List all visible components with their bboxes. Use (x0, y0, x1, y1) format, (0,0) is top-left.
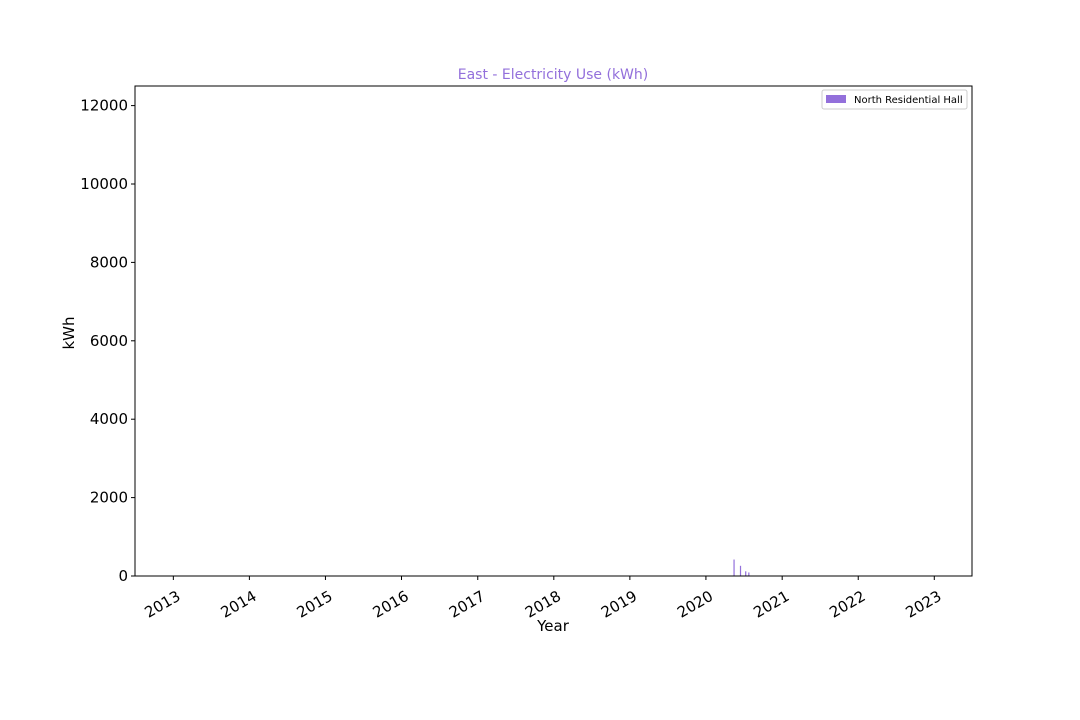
bar-0 (733, 559, 735, 576)
x-tick-label: 2021 (750, 587, 792, 622)
legend-swatch (826, 95, 846, 103)
y-tick-label: 2000 (90, 489, 128, 507)
x-axis: 2013 2014 2015 2016 2017 2018 2019 2020 2021 2022… (142, 576, 945, 622)
y-tick-label: 4000 (90, 410, 128, 428)
plot-frame (134, 85, 973, 577)
x-tick-label: 2023 (902, 587, 944, 622)
x-tick-label: 2016 (370, 587, 412, 622)
y-axis-label: kWh (60, 316, 78, 349)
bar-1 (739, 565, 742, 576)
y-tick-label: 10000 (80, 175, 128, 193)
bar-2 (745, 571, 747, 576)
legend: North Residential Hall (821, 89, 968, 110)
y-tick-label: 12000 (80, 97, 128, 115)
legend-label: North Residential Hall (854, 95, 963, 106)
x-tick-label: 2020 (674, 587, 716, 622)
x-tick-label: 2015 (294, 587, 336, 622)
x-axis-label: Year (536, 617, 570, 635)
y-tick-label: 6000 (90, 332, 128, 350)
bar-3 (748, 572, 750, 576)
x-tick-label: 2013 (142, 587, 184, 622)
x-tick-label: 2017 (446, 587, 488, 622)
y-tick-label: 8000 (90, 253, 128, 271)
y-axis: 0 2000 4000 6000 8000 10000 12000 (80, 97, 135, 585)
chart-title: East - Electricity Use (kWh) (458, 67, 649, 83)
y-tick-label: 0 (118, 567, 128, 585)
x-tick-label: 2019 (598, 587, 640, 622)
x-tick-label: 2014 (218, 587, 260, 622)
x-tick-label: 2022 (826, 587, 868, 622)
legend-box (821, 89, 968, 110)
bars-layer (733, 559, 750, 576)
